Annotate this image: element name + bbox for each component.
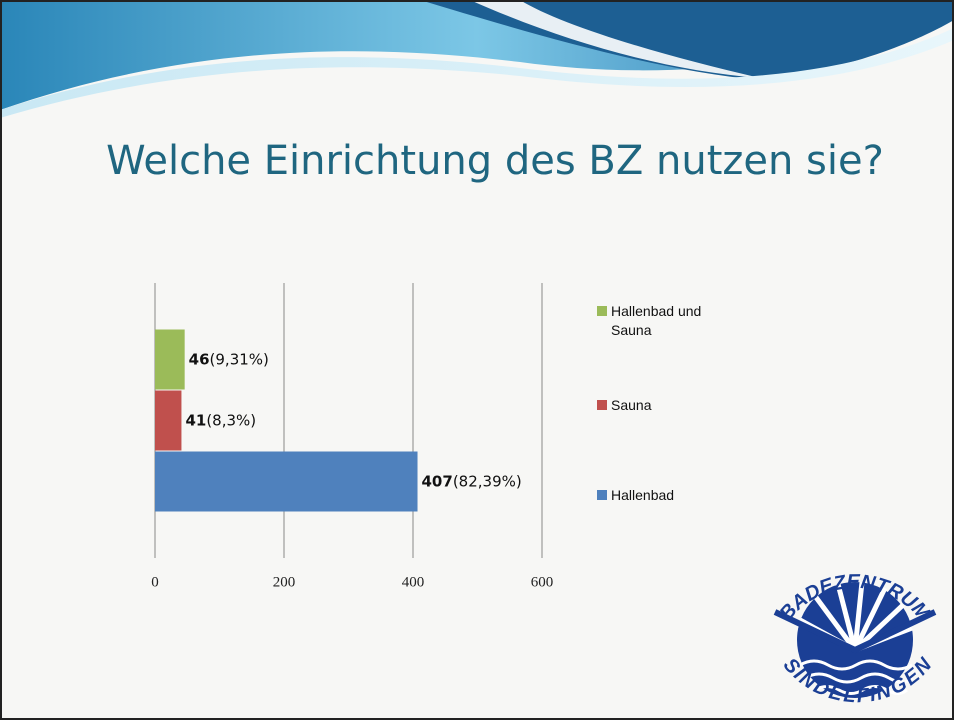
data-label: 41(8,3%) <box>185 411 256 429</box>
x-tick-label: 600 <box>531 574 554 590</box>
legend-entry: Hallenbad und Sauna <box>597 302 731 340</box>
data-label-value: 46 <box>189 350 210 368</box>
data-label-share: (9,31%) <box>210 350 269 368</box>
data-label-value: 41 <box>185 411 206 429</box>
chart-title: Welche Einrichtung des BZ nutzen sie? <box>106 138 884 184</box>
legend-swatch <box>597 490 607 500</box>
data-label: 407(82,39%) <box>422 472 522 490</box>
chart: Welche Einrichtung des BZ nutzen sie? BA… <box>0 0 954 720</box>
legend-swatch <box>597 306 607 316</box>
x-tick-label: 400 <box>402 574 425 590</box>
data-label-value: 407 <box>422 472 453 490</box>
legend-label: Sauna <box>611 397 651 413</box>
legend-swatch <box>597 400 607 410</box>
legend-entry: Sauna <box>597 396 731 415</box>
legend-entry: Hallenbad <box>597 486 731 505</box>
x-tick-label: 0 <box>151 574 159 590</box>
slide: Welche Einrichtung des BZ nutzen sie? BA… <box>0 0 954 720</box>
bar <box>155 391 181 451</box>
data-label: 46(9,31%) <box>189 350 269 368</box>
x-tick-label: 200 <box>273 574 296 590</box>
logo: BADEZENTRUM SINDELFINGEN <box>775 571 936 707</box>
header-wave <box>0 0 954 118</box>
legend-label: Hallenbad und Sauna <box>611 303 701 338</box>
data-label-share: (8,3%) <box>206 411 256 429</box>
bar <box>155 330 185 390</box>
bar <box>155 452 418 512</box>
data-label-share: (82,39%) <box>453 472 522 490</box>
legend-label: Hallenbad <box>611 487 674 503</box>
